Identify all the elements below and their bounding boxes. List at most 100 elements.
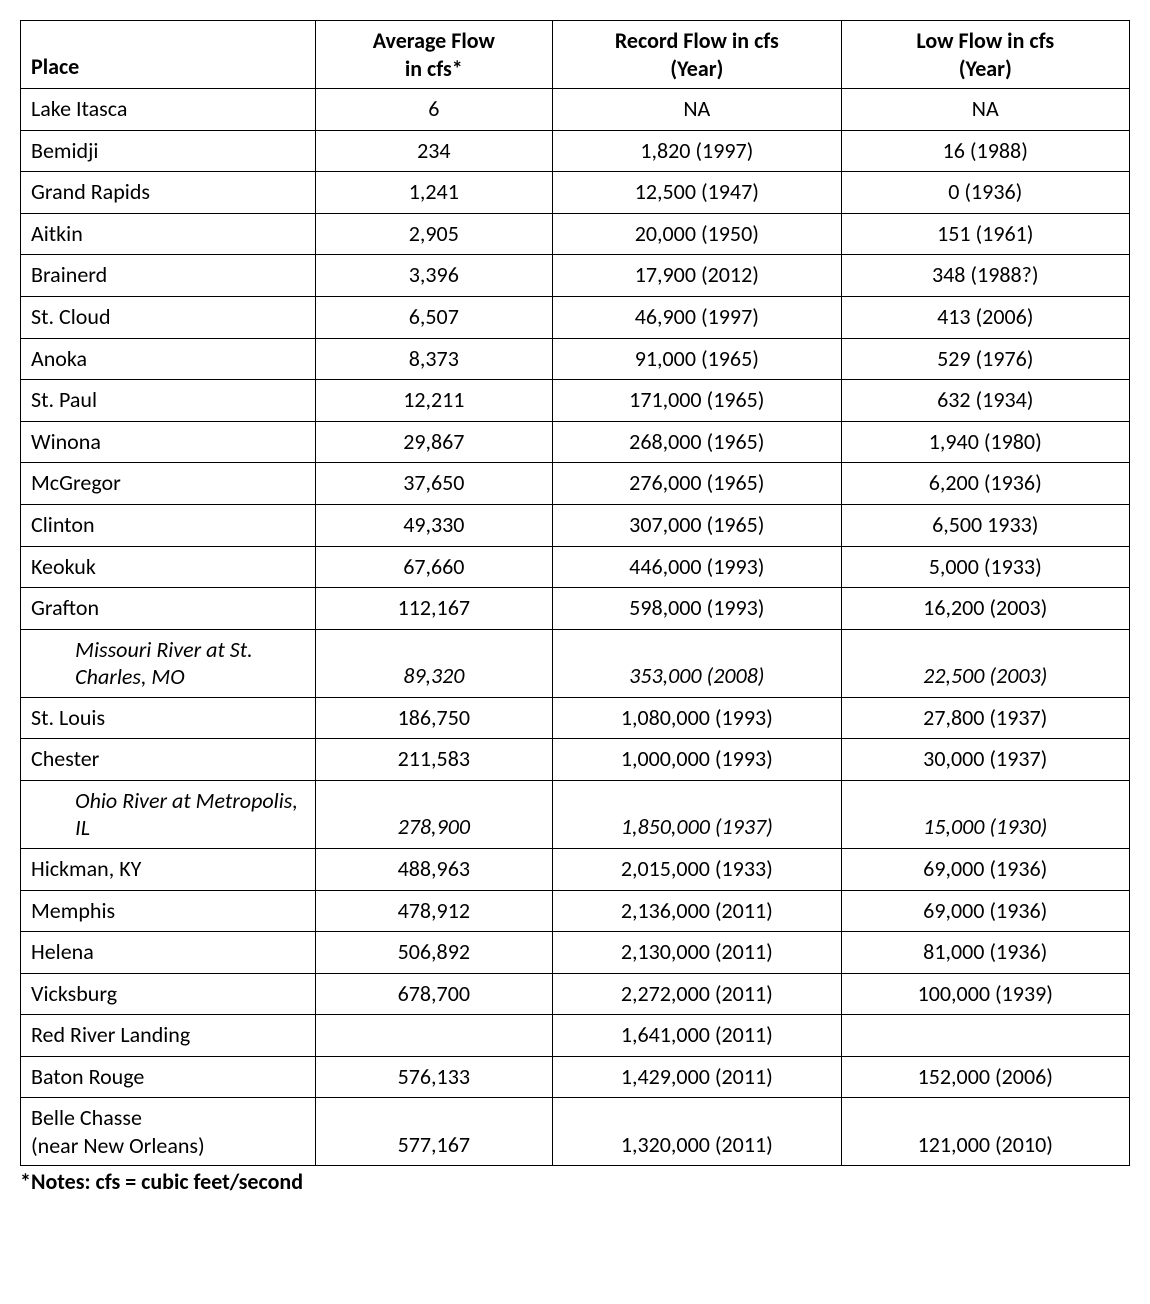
table-row: Winona29,867268,000 (1965)1,940 (1980) <box>21 421 1130 463</box>
cell-record: 1,000,000 (1993) <box>553 739 841 781</box>
cell-record: 2,130,000 (2011) <box>553 932 841 974</box>
cell-record: 46,900 (1997) <box>553 296 841 338</box>
cell-record: 276,000 (1965) <box>553 463 841 505</box>
cell-record: 1,429,000 (2011) <box>553 1056 841 1098</box>
col-header-record: Record Flow in cfs(Year) <box>553 21 841 89</box>
table-row: Brainerd3,39617,900 (2012)348 (1988?) <box>21 255 1130 297</box>
cell-avg: 478,912 <box>315 890 553 932</box>
cell-place: Brainerd <box>21 255 316 297</box>
cell-avg: 49,330 <box>315 504 553 546</box>
cell-place: Lake Itasca <box>21 89 316 131</box>
cell-record: 171,000 (1965) <box>553 380 841 422</box>
indent-cell <box>21 629 66 697</box>
table-row: Baton Rouge576,1331,429,000 (2011)152,00… <box>21 1056 1130 1098</box>
table-row: Memphis478,9122,136,000 (2011)69,000 (19… <box>21 890 1130 932</box>
cell-place: St. Paul <box>21 380 316 422</box>
cell-avg: 8,373 <box>315 338 553 380</box>
table-row: Bemidji2341,820 (1997)16 (1988) <box>21 130 1130 172</box>
cell-record: 17,900 (2012) <box>553 255 841 297</box>
cell-low: 100,000 (1939) <box>841 973 1129 1015</box>
cell-avg: 37,650 <box>315 463 553 505</box>
cell-avg: 234 <box>315 130 553 172</box>
cell-place: Keokuk <box>21 546 316 588</box>
table-row: Hickman, KY488,9632,015,000 (1933)69,000… <box>21 848 1130 890</box>
cell-low: 348 (1988?) <box>841 255 1129 297</box>
flow-table: Place Average Flowin cfs* Record Flow in… <box>20 20 1130 1166</box>
cell-avg: 2,905 <box>315 213 553 255</box>
col-header-avg: Average Flowin cfs* <box>315 21 553 89</box>
col-header-place: Place <box>21 21 316 89</box>
table-row: Chester211,5831,000,000 (1993)30,000 (19… <box>21 739 1130 781</box>
cell-place: Memphis <box>21 890 316 932</box>
cell-low <box>841 1015 1129 1057</box>
cell-record: 446,000 (1993) <box>553 546 841 588</box>
cell-place: St. Cloud <box>21 296 316 338</box>
indent-cell <box>21 780 66 848</box>
cell-place: St. Louis <box>21 697 316 739</box>
cell-place: Belle Chasse(near New Orleans) <box>21 1098 316 1166</box>
cell-record: 2,272,000 (2011) <box>553 973 841 1015</box>
cell-low: 152,000 (2006) <box>841 1056 1129 1098</box>
cell-avg: 112,167 <box>315 588 553 630</box>
cell-record: 1,320,000 (2011) <box>553 1098 841 1166</box>
table-row: Red River Landing1,641,000 (2011) <box>21 1015 1130 1057</box>
cell-low: 81,000 (1936) <box>841 932 1129 974</box>
cell-avg: 29,867 <box>315 421 553 463</box>
cell-record: 1,820 (1997) <box>553 130 841 172</box>
cell-place: McGregor <box>21 463 316 505</box>
cell-place: Chester <box>21 739 316 781</box>
cell-low: 69,000 (1936) <box>841 890 1129 932</box>
cell-avg: 488,963 <box>315 848 553 890</box>
cell-place: Grand Rapids <box>21 172 316 214</box>
cell-low: 16,200 (2003) <box>841 588 1129 630</box>
table-row: Lake Itasca6NANA <box>21 89 1130 131</box>
cell-avg: 211,583 <box>315 739 553 781</box>
cell-record: 1,850,000 (1937) <box>553 780 841 848</box>
cell-place: Hickman, KY <box>21 848 316 890</box>
table-row: St. Paul12,211171,000 (1965)632 (1934) <box>21 380 1130 422</box>
cell-low: 151 (1961) <box>841 213 1129 255</box>
cell-avg: 12,211 <box>315 380 553 422</box>
cell-low: 6,500 1933) <box>841 504 1129 546</box>
cell-low: 1,940 (1980) <box>841 421 1129 463</box>
cell-place: Grafton <box>21 588 316 630</box>
cell-record: 307,000 (1965) <box>553 504 841 546</box>
cell-record: 353,000 (2008) <box>553 629 841 697</box>
cell-avg: 67,660 <box>315 546 553 588</box>
cell-avg: 6,507 <box>315 296 553 338</box>
cell-avg <box>315 1015 553 1057</box>
cell-avg: 278,900 <box>315 780 553 848</box>
cell-low: 15,000 (1930) <box>841 780 1129 848</box>
cell-record: 598,000 (1993) <box>553 588 841 630</box>
cell-low: 22,500 (2003) <box>841 629 1129 697</box>
cell-low: 69,000 (1936) <box>841 848 1129 890</box>
cell-low: 632 (1934) <box>841 380 1129 422</box>
cell-record: 268,000 (1965) <box>553 421 841 463</box>
cell-record: 2,136,000 (2011) <box>553 890 841 932</box>
cell-record: NA <box>553 89 841 131</box>
cell-place: Winona <box>21 421 316 463</box>
cell-place: Helena <box>21 932 316 974</box>
cell-low: 0 (1936) <box>841 172 1129 214</box>
table-row: Clinton49,330307,000 (1965)6,500 1933) <box>21 504 1130 546</box>
cell-avg: 186,750 <box>315 697 553 739</box>
table-row: Keokuk67,660446,000 (1993)5,000 (1933) <box>21 546 1130 588</box>
table-row: St. Cloud6,50746,900 (1997)413 (2006) <box>21 296 1130 338</box>
footnote: *Notes: cfs = cubic feet/second <box>20 1168 1130 1195</box>
cell-place: Bemidji <box>21 130 316 172</box>
cell-low: 30,000 (1937) <box>841 739 1129 781</box>
cell-avg: 1,241 <box>315 172 553 214</box>
table-row: Helena506,8922,130,000 (2011)81,000 (193… <box>21 932 1130 974</box>
cell-place: Vicksburg <box>21 973 316 1015</box>
cell-low: 121,000 (2010) <box>841 1098 1129 1166</box>
cell-record: 1,641,000 (2011) <box>553 1015 841 1057</box>
table-row: Anoka8,37391,000 (1965)529 (1976) <box>21 338 1130 380</box>
cell-record: 20,000 (1950) <box>553 213 841 255</box>
table-row: Aitkin2,90520,000 (1950)151 (1961) <box>21 213 1130 255</box>
cell-place: Anoka <box>21 338 316 380</box>
cell-avg: 506,892 <box>315 932 553 974</box>
table-row: Missouri River at St. Charles, MO89,3203… <box>21 629 1130 697</box>
cell-avg: 89,320 <box>315 629 553 697</box>
cell-low: 413 (2006) <box>841 296 1129 338</box>
cell-low: 16 (1988) <box>841 130 1129 172</box>
